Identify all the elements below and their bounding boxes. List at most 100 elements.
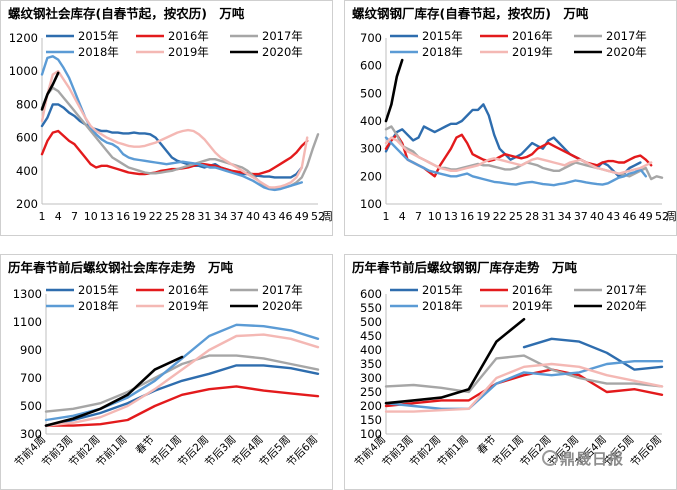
panel-social-inventory-festival: 历年春节前后螺纹钢社会库存走势 万吨 300 500 700 900 1100 1300 节前… [0,254,333,490]
x-tick-label: 43 [262,210,276,223]
series-line-2016 [384,133,653,178]
x-tick-label: 31 [541,210,555,223]
x-tick-label: 28 [181,210,195,223]
x-tick-label: 16 [116,210,130,223]
x-tick-label: 40 [590,210,604,223]
x-tick-label: 25 [509,210,523,223]
x-tick-label: 19 [476,210,490,223]
x-tick-label: 34 [558,210,572,223]
y-tick-label: 500 [360,315,382,329]
y-tick-label: 300 [20,427,42,441]
x-tick-label: 43 [606,210,620,223]
x-tick-label: 16 [460,210,474,223]
x-tick-label: 7 [71,210,78,223]
x-tick-label: 46 [623,210,637,223]
legend-label: 2017年 [606,29,647,43]
legend-label: 2020年 [606,45,647,59]
legend-label: 2016年 [512,283,553,297]
y-tick-label: 600 [16,131,38,145]
x-tick-label: 31 [197,210,211,223]
x-tick-label: 37 [574,210,588,223]
y-tick-label: 400 [360,114,382,128]
x-tick-label: 52 [311,210,325,223]
y-tick-label: 400 [360,343,382,357]
legend-label: 2018年 [422,45,463,59]
legend-label: 2017年 [606,283,647,297]
x-tick-label: 22 [493,210,507,223]
series-line-2016 [44,385,320,427]
y-tick-label: 200 [360,169,382,183]
legend-label: 2020年 [606,299,647,313]
x-tick-label: 46 [279,210,293,223]
chart-title: 历年春节前后螺纹钢社会库存走势 万吨 [8,260,234,275]
x-tick-label: 7 [415,210,422,223]
x-tick-label: 13 [100,210,114,223]
legend-label: 2015年 [422,283,463,297]
x-tick-label: 34 [214,210,228,223]
x-unit-label: 周 [666,210,677,223]
legend-label: 2016年 [168,29,209,43]
x-tick-label: 49 [639,210,653,223]
series-line-2019 [40,69,309,189]
x-tick-label: 10 [84,210,98,223]
legend-label: 2017年 [262,29,303,43]
x-tick-label: 4 [399,210,406,223]
y-tick-label: 700 [20,371,42,385]
watermark-text: 鼎晟日报 [560,450,625,468]
legend-label: 2019年 [168,299,209,313]
series-line-2016 [384,368,664,408]
series-line-2020 [44,355,184,427]
x-tick-label: 40 [246,210,260,223]
chart-svg-3: 历年春节前后螺纹钢钢厂库存走势 万吨 1001502002503003504004… [344,254,677,490]
x-tick-label: 28 [525,210,539,223]
panel-social-inventory-weekly: 螺纹钢社会库存(自春节起，按农历) 万吨 200 400 600 800 1000 1200… [0,0,333,236]
legend-label: 2018年 [78,299,119,313]
x-unit-label: 周 [322,210,333,223]
y-tick-label: 1100 [13,315,42,329]
legend-label: 2015年 [78,283,119,297]
x-tick-label: 4 [55,210,62,223]
series-line-2018 [384,136,647,187]
wechat-icon [542,450,558,466]
legend-label: 2020年 [262,45,303,59]
y-tick-label: 1200 [9,31,38,45]
series-line-2017 [44,354,320,413]
legend-label: 2020年 [262,299,303,313]
x-tick-label: 1 [39,210,46,223]
series-line-2017 [384,354,664,394]
y-tick-label: 1300 [13,287,42,301]
chart-frame [0,0,333,236]
y-tick-label: 200 [16,197,38,211]
y-tick-label: 500 [20,399,42,413]
legend-label: 2019年 [168,45,209,59]
legend-label: 2015年 [78,29,119,43]
chart-title: 螺纹钢钢厂库存(自春节起，按农历) 万吨 [352,6,589,21]
x-tick-label: 1 [383,210,390,223]
legend-label: 2017年 [262,283,303,297]
legend-label: 2019年 [512,45,553,59]
y-tick-label: 550 [360,301,382,315]
y-tick-label: 100 [360,197,382,211]
series-line-2018 [384,359,664,411]
series-line-2015 [44,364,320,427]
series-line-2020 [40,71,60,111]
series-line-2020 [384,317,526,405]
chart-frame [344,0,677,236]
y-tick-label: 300 [360,142,382,156]
x-tick-label: 22 [149,210,163,223]
legend-label: 2016年 [168,283,209,297]
series-line-2019 [44,333,320,427]
legend-label: 2018年 [422,299,463,313]
x-tick-label: 10 [428,210,442,223]
series-line-2020 [384,58,404,123]
x-tick-label: 25 [165,210,179,223]
y-tick-label: 900 [20,343,42,357]
y-tick-label: 600 [360,287,382,301]
panel-mill-inventory-festival: 历年春节前后螺纹钢钢厂库存走势 万吨 100 150 200 250 300 350 400 4… [344,254,677,490]
series-line-2019 [384,362,664,413]
x-tick-label: 19 [132,210,146,223]
x-tick-label: 37 [230,210,244,223]
x-tick-label: 52 [655,210,669,223]
legend-label: 2018年 [78,45,119,59]
